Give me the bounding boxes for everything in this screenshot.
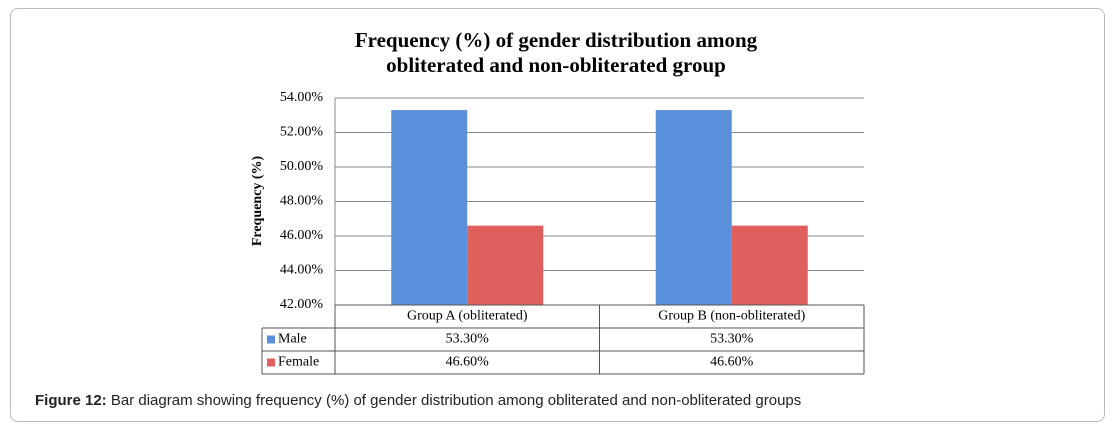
bar xyxy=(655,110,732,305)
figure-frame xyxy=(10,8,1105,422)
y-tick-label: 44.00% xyxy=(280,263,324,278)
y-tick-label: 42.00% xyxy=(280,297,324,312)
legend-swatch xyxy=(267,358,275,367)
y-axis-label: Frequency (%) xyxy=(250,155,265,246)
bar xyxy=(391,110,468,305)
x-tick-label: Group A (obliterated) xyxy=(407,309,528,324)
bar xyxy=(467,225,544,305)
legend-label: Female xyxy=(278,355,319,370)
data-label: 46.60% xyxy=(710,355,754,370)
chart-title: Frequency (%) of gender distribution amo… xyxy=(355,28,758,52)
y-tick-label: 52.00% xyxy=(280,125,324,140)
y-tick-label: 54.00% xyxy=(280,90,324,105)
legend-label: Male xyxy=(278,332,307,347)
caption-label: Figure 12: xyxy=(35,392,107,409)
data-label: 46.60% xyxy=(446,355,490,370)
y-tick-label: 50.00% xyxy=(280,159,324,174)
y-tick-label: 46.00% xyxy=(280,228,324,243)
legend-swatch xyxy=(267,335,275,344)
chart-title: obliterated and non-obliterated group xyxy=(386,53,726,77)
caption: Figure 12: Bar diagram showing frequency… xyxy=(35,392,801,409)
bar xyxy=(731,225,808,305)
data-label: 53.30% xyxy=(710,332,754,347)
caption-text: Bar diagram showing frequency (%) of gen… xyxy=(110,392,802,409)
data-label: 53.30% xyxy=(446,332,490,347)
y-tick-label: 48.00% xyxy=(280,194,324,209)
x-tick-label: Group B (non-obliterated) xyxy=(658,309,805,324)
